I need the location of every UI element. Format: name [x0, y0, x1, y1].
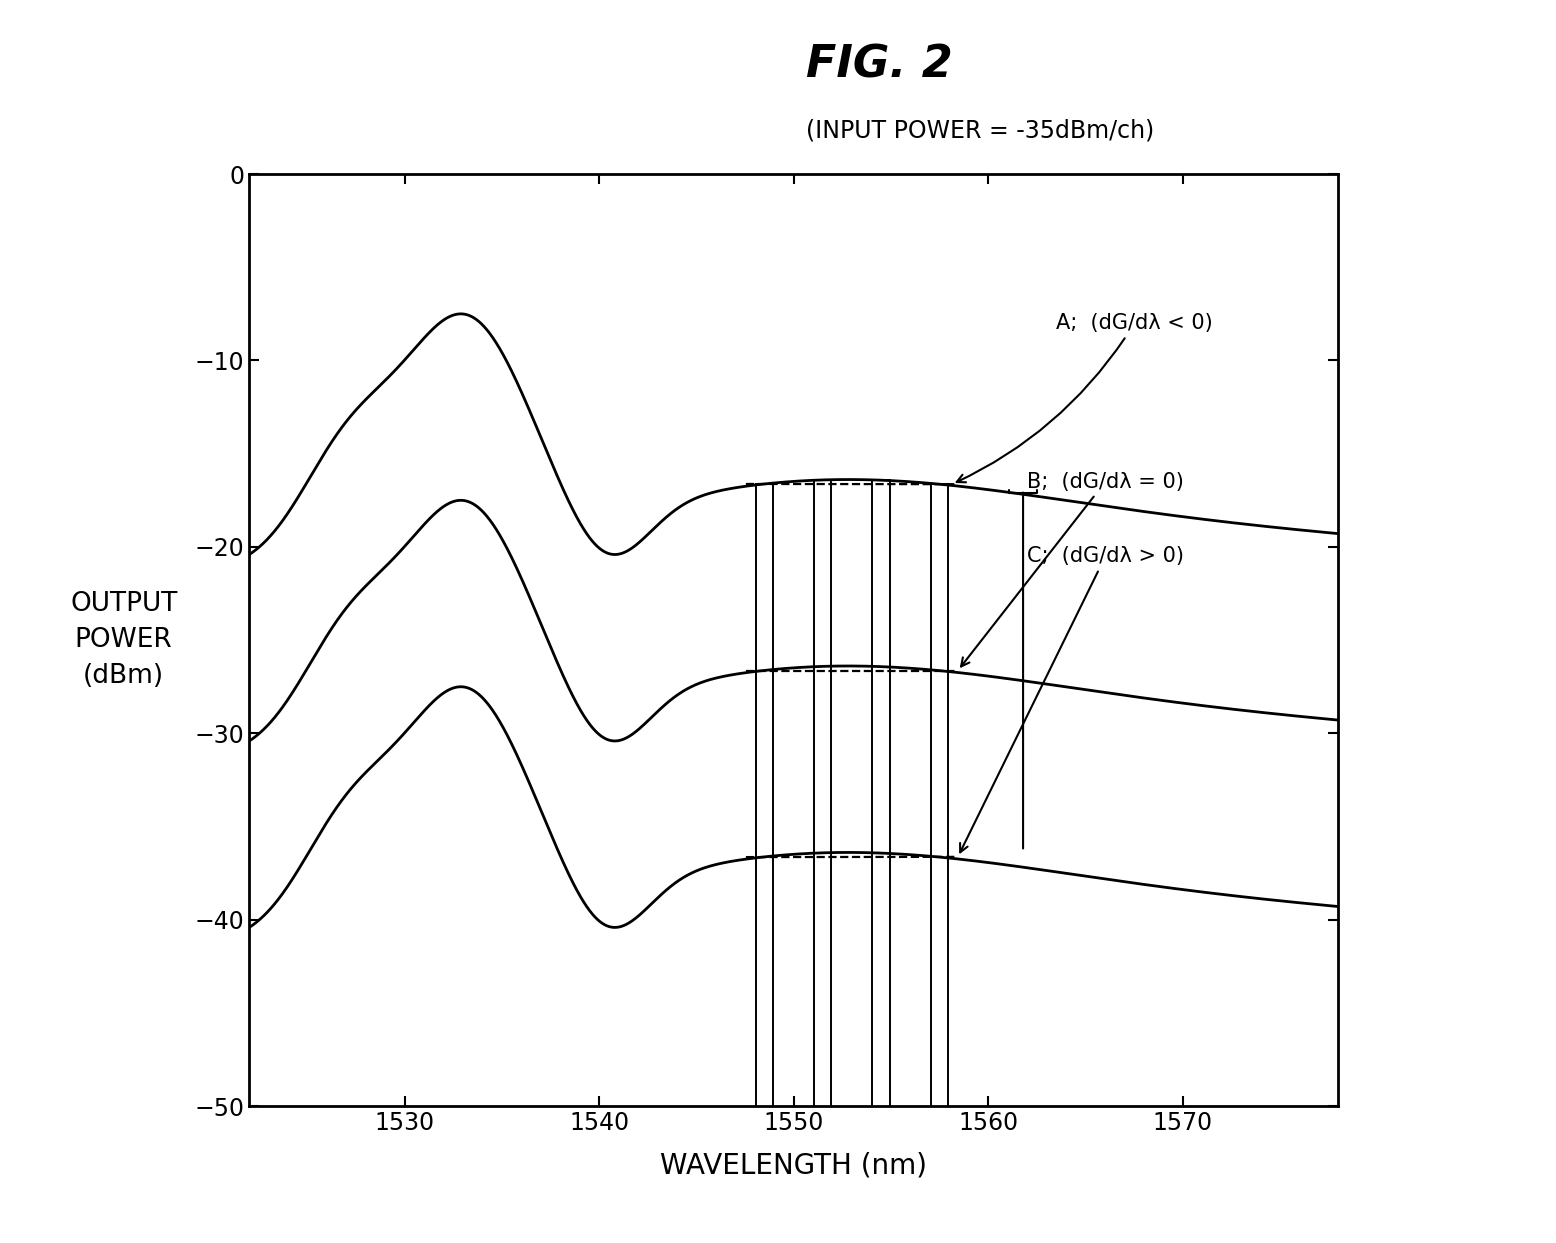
Text: C;  (dG/dλ > 0): C; (dG/dλ > 0) — [960, 546, 1184, 853]
Text: (INPUT POWER = -35dBm/ch): (INPUT POWER = -35dBm/ch) — [806, 118, 1155, 142]
Text: FIG. 2: FIG. 2 — [806, 44, 952, 87]
Text: A;  (dG/dλ < 0): A; (dG/dλ < 0) — [957, 313, 1212, 482]
X-axis label: WAVELENGTH (nm): WAVELENGTH (nm) — [660, 1152, 927, 1180]
Text: B;  (dG/dλ = 0): B; (dG/dλ = 0) — [962, 471, 1184, 666]
Text: OUTPUT
POWER
(dBm): OUTPUT POWER (dBm) — [70, 592, 177, 689]
